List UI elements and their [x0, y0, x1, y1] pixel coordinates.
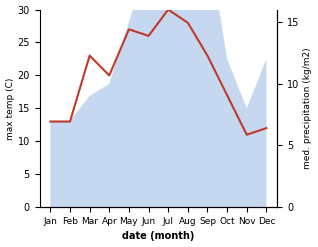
Y-axis label: med. precipitation (kg/m2): med. precipitation (kg/m2) [303, 48, 313, 169]
X-axis label: date (month): date (month) [122, 231, 195, 242]
Y-axis label: max temp (C): max temp (C) [5, 77, 15, 140]
